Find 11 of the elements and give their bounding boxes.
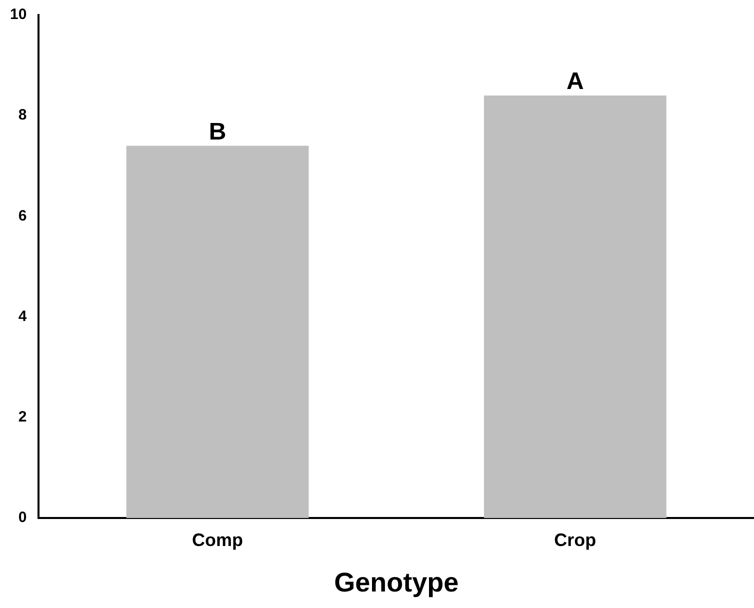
x-tick-label: Crop <box>554 530 596 550</box>
y-tick-label: 10 <box>10 6 27 24</box>
y-tick-label: 6 <box>18 207 27 224</box>
y-tick-label: 4 <box>18 308 28 325</box>
x-axis-title: Genotype <box>334 567 459 598</box>
annotation: A <box>566 68 584 96</box>
x-tick-label: Comp <box>192 530 244 550</box>
y-tick-label: 0 <box>18 509 27 526</box>
y-tick-label: 2 <box>18 408 27 426</box>
y-tick-label: 8 <box>18 106 27 124</box>
annotation: B <box>208 118 226 146</box>
